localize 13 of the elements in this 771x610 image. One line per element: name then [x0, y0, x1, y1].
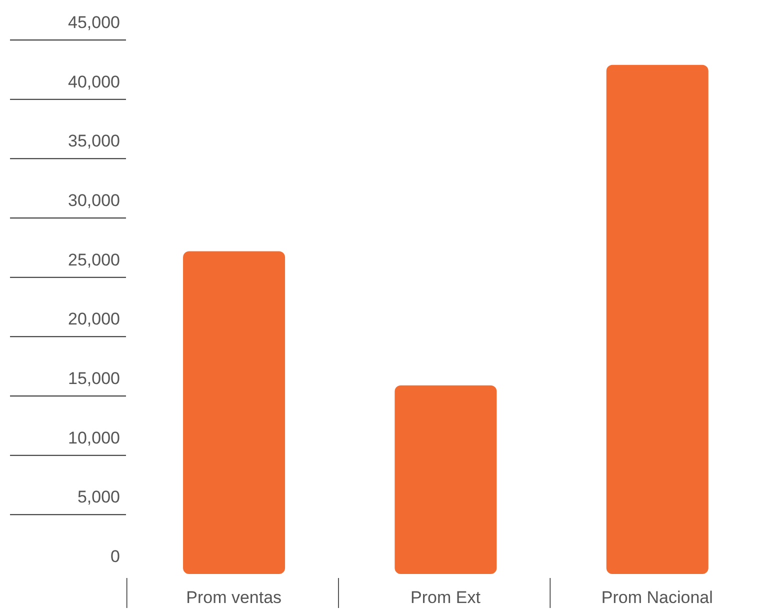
y-tick-label: 5,000: [77, 488, 120, 507]
y-tick-label: 25,000: [68, 250, 120, 270]
y-tick-label: 10,000: [68, 428, 120, 448]
x-tick-label: Prom ventas: [186, 588, 282, 607]
y-tick-label: 30,000: [68, 191, 120, 210]
y-tick-label: 45,000: [68, 13, 120, 32]
y-tick-label: 40,000: [68, 72, 120, 92]
x-tick-label: Prom Ext: [410, 588, 481, 607]
x-tick-label: Prom Nacional: [601, 588, 713, 607]
y-tick-label: 35,000: [68, 132, 120, 151]
y-tick-label: 0: [110, 547, 120, 566]
y-tick-label: 20,000: [68, 310, 120, 329]
y-tick-label: 15,000: [68, 369, 120, 388]
